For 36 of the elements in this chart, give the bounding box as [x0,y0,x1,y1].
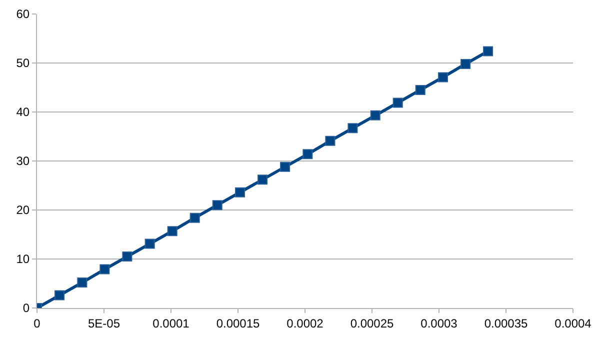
point [122,252,132,262]
point [100,264,110,274]
x-tick-label: 0 [34,316,41,330]
point [144,238,155,249]
point [258,174,268,185]
point [235,187,246,198]
point [483,46,494,56]
x-tick-label: 0.00035 [484,316,528,330]
y-tick-label: 50 [16,56,30,70]
x-tick-label: 0.0004 [554,316,592,330]
y-tick-label: 40 [16,105,30,120]
point [190,212,200,223]
y-tick-label: 10 [16,252,30,266]
point [392,98,403,108]
y-tick-label: 60 [16,7,30,22]
point [460,58,471,69]
point [280,162,290,172]
point [54,290,65,300]
point [167,226,178,236]
x-tick-label: 0.0002 [286,316,324,330]
x-tick-label: 0.0001 [152,316,190,330]
point [438,72,448,82]
y-tick-label: 20 [16,203,30,218]
x-tick-label: 0.0003 [420,316,458,330]
x-tick-label: 0.00015 [216,316,260,330]
point [212,200,222,210]
point [415,84,426,95]
point [370,110,380,120]
y-tick-label: 0 [22,301,30,316]
point [325,136,336,146]
point [77,278,88,288]
point [348,123,358,134]
y-tick-label: 30 [16,154,30,168]
x-tick-label: 5E-05 [88,316,120,330]
x-tick-label: 0.00025 [350,316,394,330]
point [302,149,313,160]
